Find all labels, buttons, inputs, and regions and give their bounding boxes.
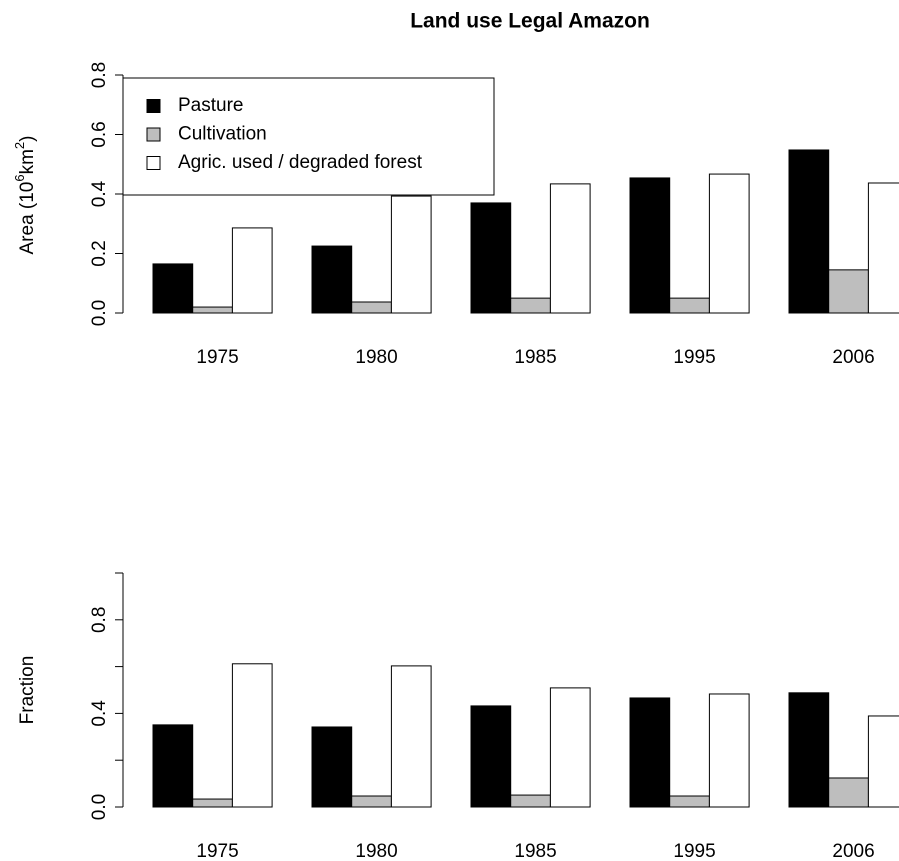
y-axis-label-part: ): [17, 136, 38, 142]
bar: [669, 795, 710, 808]
y-axis-label-part: km: [17, 149, 38, 174]
bar: [828, 777, 869, 808]
x-tick-label: 1995: [673, 841, 715, 861]
y-tick-label: 0.4: [89, 700, 110, 727]
bar: [231, 663, 273, 808]
bar: [351, 301, 392, 314]
bar: [390, 195, 432, 314]
bar: [152, 724, 194, 808]
x-tick-label: 1975: [196, 347, 238, 368]
bar: [549, 687, 591, 808]
bar: [470, 202, 512, 314]
legend-label: Agric. used / degraded forest: [178, 152, 423, 173]
bar: [549, 183, 591, 314]
bar: [152, 263, 194, 314]
bar: [390, 665, 432, 808]
bar: [669, 297, 710, 314]
bar: [351, 795, 392, 808]
legend-swatch: [146, 99, 161, 113]
bar: [510, 794, 551, 808]
x-tick-label: 1975: [196, 841, 238, 861]
x-tick-label: 1980: [355, 841, 397, 861]
x-tick-label: 2006: [832, 347, 874, 368]
y-axis-label: Area (106km2): [12, 136, 38, 255]
y-tick-label: 0.4: [89, 180, 110, 207]
legend-label: Cultivation: [178, 124, 267, 145]
y-axis-label-part: 2: [12, 142, 27, 149]
bar: [629, 697, 671, 808]
bar: [629, 177, 671, 314]
y-axis-label-part: 6: [12, 174, 27, 181]
x-tick-label: 1995: [673, 347, 715, 368]
x-tick-label: 1985: [514, 347, 556, 368]
bar: [867, 715, 899, 808]
x-tick-label: 1985: [514, 841, 556, 861]
bar: [311, 726, 353, 808]
bar: [231, 227, 273, 314]
bar: [510, 297, 551, 314]
y-tick-label: 0.0: [89, 794, 110, 820]
bar: [708, 173, 750, 314]
bar: [788, 692, 830, 808]
y-axis-label-part: Fraction: [17, 656, 38, 725]
bar: [311, 245, 353, 314]
legend-swatch: [146, 156, 161, 170]
legend-label: Pasture: [178, 95, 243, 116]
y-tick-label: 0.8: [89, 607, 110, 633]
bar: [788, 149, 830, 314]
bar: [867, 182, 899, 314]
bar: [470, 705, 512, 808]
y-tick-label: 0.6: [89, 121, 110, 147]
x-tick-label: 2006: [832, 841, 874, 861]
bar: [192, 798, 233, 808]
y-axis-label: Fraction: [17, 656, 38, 725]
bar: [192, 306, 233, 314]
bar: [708, 693, 750, 808]
y-axis-label-part: Area (10: [17, 182, 38, 255]
x-tick-label: 1980: [355, 347, 397, 368]
legend-box: [122, 77, 495, 196]
y-tick-label: 0.0: [89, 300, 110, 326]
chart-title: Land use Legal Amazon: [410, 10, 650, 33]
y-tick-label: 0.8: [89, 62, 110, 88]
legend-swatch: [146, 127, 161, 142]
bar: [828, 269, 869, 314]
y-tick-label: 0.2: [89, 240, 110, 266]
